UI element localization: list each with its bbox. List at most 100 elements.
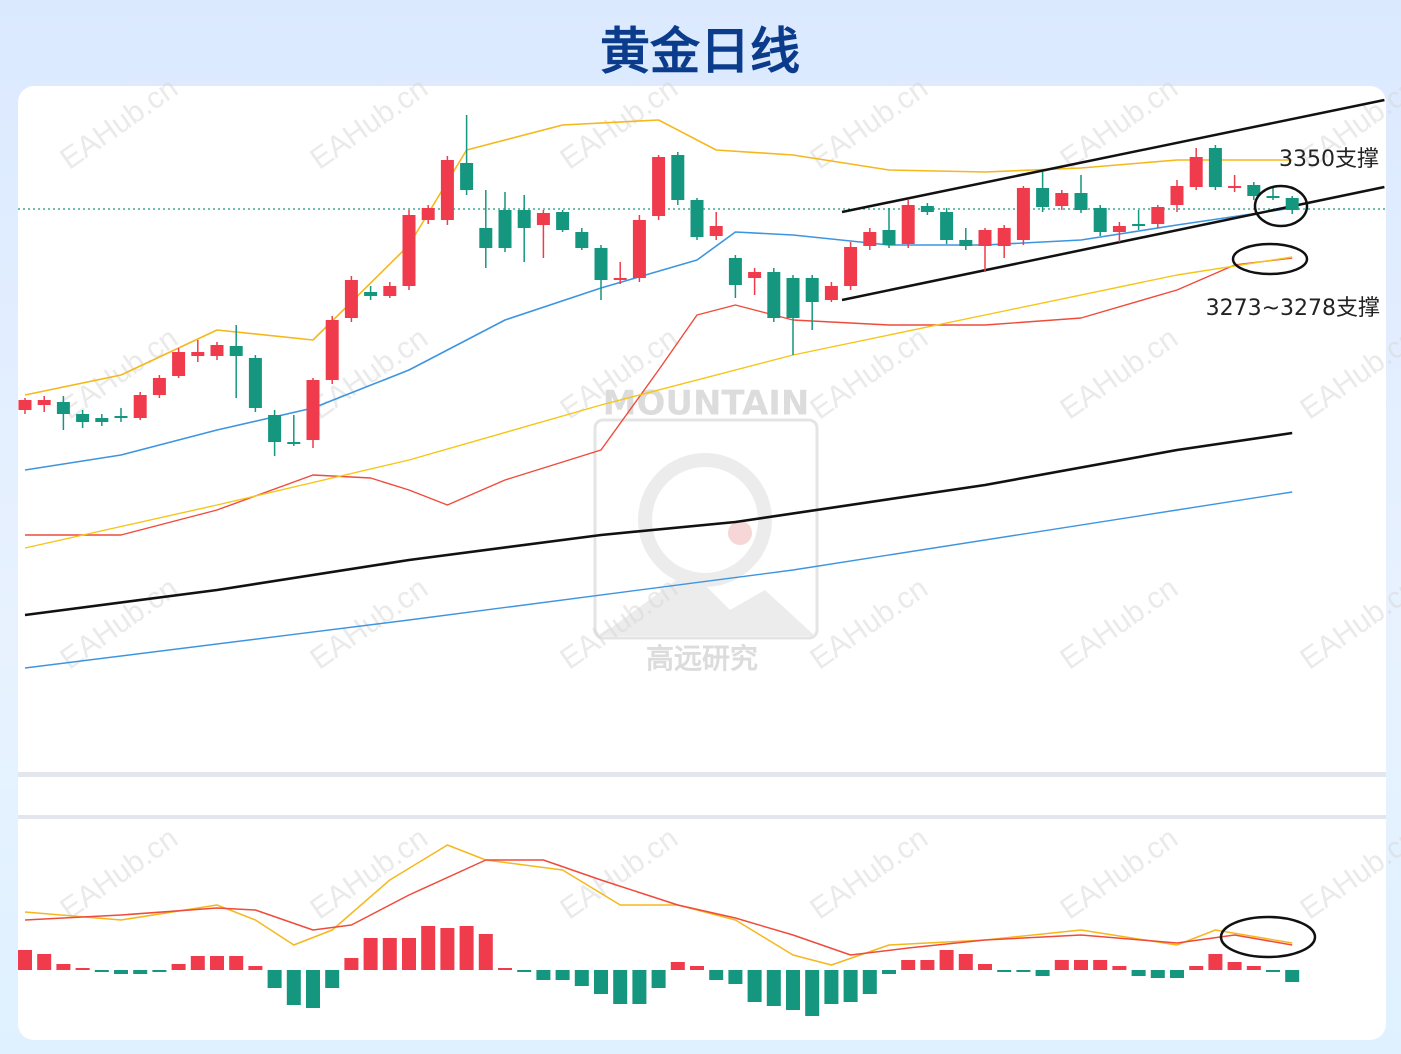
candle-body xyxy=(133,395,147,418)
highlight-circle xyxy=(1231,242,1309,276)
macd-bar xyxy=(690,966,704,970)
candle-body xyxy=(95,418,109,422)
chart-title: 黄金日线 xyxy=(600,23,800,81)
panel-divider xyxy=(18,815,1386,819)
candle-body xyxy=(517,210,531,228)
macd-bar xyxy=(978,964,992,970)
highlight-circle xyxy=(1219,915,1317,959)
annotation: 3350支撑 xyxy=(1279,147,1379,172)
macd-bar xyxy=(555,970,570,980)
candle-body xyxy=(172,352,186,376)
macd-bar xyxy=(402,938,416,970)
macd-bar xyxy=(1208,954,1223,970)
line xyxy=(24,256,1293,549)
candle-body xyxy=(997,228,1011,246)
highlight-circle xyxy=(1253,184,1309,228)
candle-body xyxy=(440,160,454,220)
macd-bar xyxy=(440,928,455,970)
candle-body xyxy=(421,208,435,220)
candle-body xyxy=(632,220,646,278)
candle-body xyxy=(1228,186,1242,188)
candle-body xyxy=(1036,188,1050,207)
candle-body xyxy=(978,230,992,246)
candle-body xyxy=(1170,186,1184,205)
macd-bar xyxy=(1054,960,1069,970)
marks xyxy=(18,98,1386,1016)
macd-bar xyxy=(459,926,474,970)
line xyxy=(24,844,1293,966)
macd-bar xyxy=(190,956,205,970)
candle-body xyxy=(536,213,550,225)
candle-body xyxy=(1055,193,1069,206)
candle-body xyxy=(805,278,819,302)
candle-body xyxy=(1285,198,1299,210)
logo-mountain xyxy=(600,570,815,636)
candle-body xyxy=(556,212,570,230)
macd-bar xyxy=(651,970,666,988)
logo-frame xyxy=(593,418,819,640)
candle-body xyxy=(920,206,934,212)
candle-body xyxy=(383,286,397,296)
line xyxy=(24,207,1293,471)
line xyxy=(24,491,1293,669)
candle-body xyxy=(882,230,896,245)
candle-body xyxy=(248,358,262,408)
macd-bar xyxy=(1285,970,1300,982)
macd-bar xyxy=(958,954,973,970)
candle-body xyxy=(402,215,416,286)
candle-body xyxy=(191,352,205,356)
candle-body xyxy=(460,163,474,190)
candle-body xyxy=(114,416,128,418)
candle-body xyxy=(479,228,493,248)
candle-body xyxy=(287,442,301,444)
candle-body xyxy=(1208,148,1222,187)
macd-bar xyxy=(1016,970,1031,972)
candle-body xyxy=(210,345,224,356)
line xyxy=(24,859,1293,956)
candle-body xyxy=(364,292,378,296)
macd-bar xyxy=(843,970,858,1002)
macd-bar xyxy=(613,970,628,1004)
candle-body xyxy=(940,212,954,240)
macd-bar xyxy=(286,970,301,1005)
candle-body xyxy=(1151,207,1165,224)
macd-bar xyxy=(133,970,148,974)
candle-body xyxy=(325,320,339,380)
macd-bar xyxy=(210,956,224,970)
macd-bar xyxy=(632,970,647,1004)
macd-bar xyxy=(421,926,436,970)
plot-panel xyxy=(18,86,1386,1040)
macd-bar xyxy=(517,970,532,972)
macd-bar xyxy=(94,970,109,972)
candle-body xyxy=(690,200,704,237)
logo-text: MOUNTAIN xyxy=(603,384,810,424)
macd-bar xyxy=(997,970,1012,972)
candle-body xyxy=(748,272,762,278)
panel-divider xyxy=(18,772,1386,777)
candle-body xyxy=(76,414,90,422)
candle-body xyxy=(863,232,877,246)
candle-body xyxy=(1189,157,1203,187)
candle-body xyxy=(844,247,858,286)
macd-bar xyxy=(1170,970,1184,978)
candle-body xyxy=(824,286,838,300)
macd-bar xyxy=(1112,966,1127,970)
macd-bar xyxy=(152,970,167,972)
macd-bar xyxy=(882,970,896,974)
macd-bar xyxy=(805,970,820,1016)
candle-body xyxy=(901,205,915,244)
candle-body xyxy=(1247,185,1261,196)
macd-bar xyxy=(901,960,916,970)
macd-bar xyxy=(382,938,397,970)
candle-body xyxy=(18,400,32,410)
candle-body xyxy=(498,210,512,248)
candle-body xyxy=(709,226,723,236)
macd-bar xyxy=(728,970,743,984)
candle-body xyxy=(152,378,166,395)
candle-body xyxy=(652,157,666,216)
macd-bar xyxy=(114,970,128,974)
candle-body xyxy=(594,248,608,280)
macd-bar xyxy=(363,938,378,970)
candle-body xyxy=(1074,193,1088,210)
